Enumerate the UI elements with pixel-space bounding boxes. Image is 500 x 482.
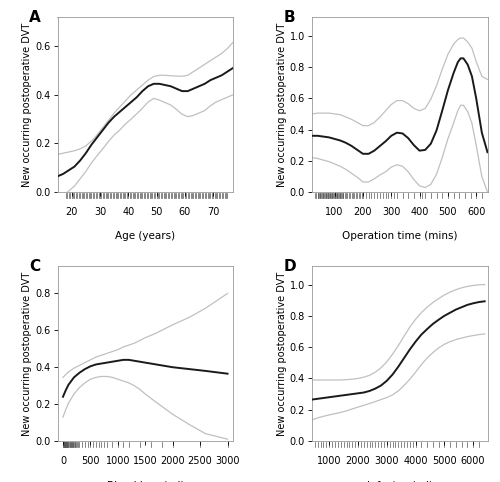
X-axis label: Blood loss (ml): Blood loss (ml) bbox=[106, 480, 184, 482]
Text: A: A bbox=[30, 10, 41, 25]
Y-axis label: New occurring postoperative DVT: New occurring postoperative DVT bbox=[22, 271, 32, 436]
Y-axis label: New occurring postoperative DVT: New occurring postoperative DVT bbox=[277, 271, 287, 436]
X-axis label: Operation time (mins): Operation time (mins) bbox=[342, 231, 458, 241]
X-axis label: Infusion (ml): Infusion (ml) bbox=[367, 480, 432, 482]
Y-axis label: New occurring postoperative DVT: New occurring postoperative DVT bbox=[277, 22, 287, 187]
Y-axis label: New occurring postoperative DVT: New occurring postoperative DVT bbox=[22, 22, 32, 187]
Text: C: C bbox=[30, 259, 40, 274]
Text: D: D bbox=[284, 259, 296, 274]
X-axis label: Age (years): Age (years) bbox=[115, 231, 176, 241]
Text: B: B bbox=[284, 10, 296, 25]
